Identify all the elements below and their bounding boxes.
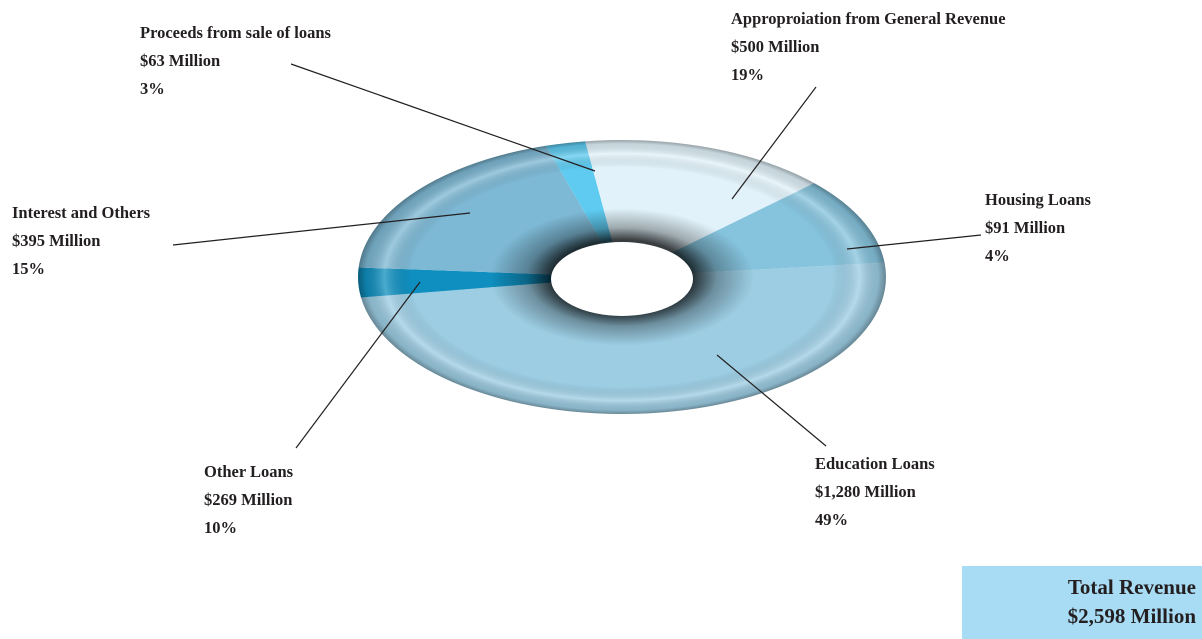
total-revenue-box: Total Revenue $2,598 Million [962, 566, 1202, 639]
leader-line [295, 281, 421, 449]
total-revenue-value: $2,598 Million [1067, 604, 1196, 628]
label-proceeds-sale-of-loans: Proceeds from sale of loans $63 Million … [140, 19, 331, 103]
slice-percent: 15% [12, 259, 45, 278]
slice-label: Proceeds from sale of loans [140, 23, 331, 42]
slice-percent: 19% [731, 65, 764, 84]
slice-label: Approproiation from General Revenue [731, 9, 1006, 28]
leader-line [172, 212, 471, 246]
slice-amount: $269 Million [204, 490, 293, 509]
slice-amount: $1,280 Million [815, 482, 916, 501]
slice-label: Housing Loans [985, 190, 1091, 209]
slice-label: Education Loans [815, 454, 935, 473]
slice-label: Other Loans [204, 462, 294, 481]
slice-percent: 49% [815, 510, 848, 529]
total-revenue-title: Total Revenue [1067, 575, 1196, 599]
label-housing-loans: Housing Loans $91 Million 4% [985, 186, 1091, 270]
leader-line [846, 234, 982, 250]
slice-percent: 4% [985, 246, 1010, 265]
slice-amount: $395 Million [12, 231, 101, 250]
slice-label: Interest and Others [12, 203, 151, 222]
slice-percent: 3% [140, 79, 165, 98]
leader-line [731, 86, 817, 200]
donut-hole [551, 242, 693, 316]
slice-percent: 10% [204, 518, 237, 537]
label-interest-and-others: Interest and Others $395 Million 15% [12, 199, 150, 283]
label-education-loans: Education Loans $1,280 Million 49% [815, 450, 935, 534]
slice-amount: $91 Million [985, 218, 1066, 237]
slice-amount: $500 Million [731, 37, 820, 56]
leader-line [290, 63, 596, 172]
label-other-loans: Other Loans $269 Million 10% [204, 458, 293, 542]
leader-line [716, 354, 827, 447]
label-appropriation-general-revenue: Approproiation from General Revenue $500… [731, 5, 1006, 89]
slice-amount: $63 Million [140, 51, 221, 70]
